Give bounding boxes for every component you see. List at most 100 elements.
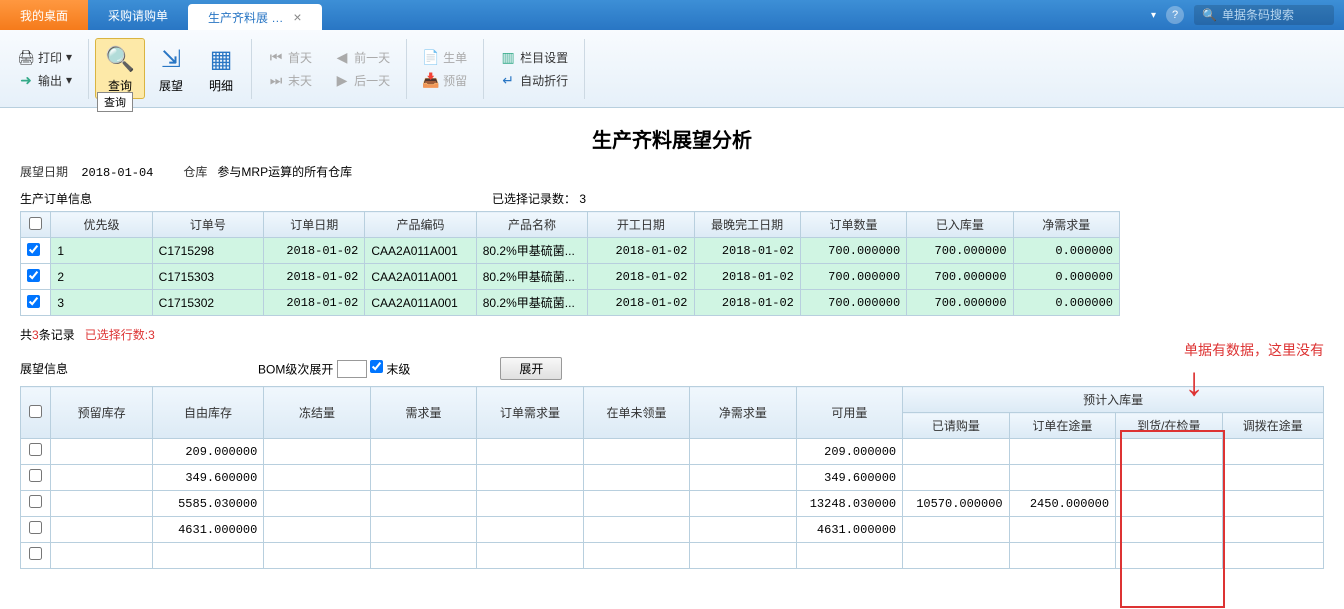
tab-desktop[interactable]: 我的桌面	[0, 0, 88, 30]
col-start[interactable]: 开工日期	[588, 212, 694, 238]
col-transit[interactable]: 订单在途量	[1009, 413, 1115, 439]
tab-purchase[interactable]: 采购请购单	[88, 0, 188, 30]
col-free[interactable]: 自由库存	[152, 387, 264, 439]
col-net[interactable]: 净需求量	[1013, 212, 1119, 238]
help-icon[interactable]: ?	[1166, 6, 1184, 24]
next-icon: ▶	[334, 72, 350, 88]
cell-frozen	[264, 439, 370, 465]
cell-end: 2018-01-02	[694, 264, 800, 290]
cell-demand	[370, 491, 476, 517]
cell-transit	[1009, 465, 1115, 491]
cell-unpicked	[583, 543, 689, 569]
col-orderdemand[interactable]: 订单需求量	[477, 387, 583, 439]
print-button[interactable]: 🖨打印 ▾	[14, 47, 76, 68]
dropdown-icon[interactable]: ▾	[1151, 10, 1156, 21]
table-row[interactable]: 3 C1715302 2018-01-02 CAA2A011A001 80.2%…	[21, 290, 1120, 316]
col-arrived[interactable]: 到货/在检量	[1116, 413, 1222, 439]
annotation-text: 单据有数据，这里没有	[1184, 340, 1324, 360]
cell-requested	[903, 517, 1009, 543]
row-checkbox[interactable]	[29, 547, 42, 560]
cell-unpicked	[583, 491, 689, 517]
cell-orderdemand	[477, 439, 583, 465]
cell-free: 349.600000	[152, 465, 264, 491]
cell-avail: 13248.030000	[796, 491, 902, 517]
cell-avail: 4631.000000	[796, 517, 902, 543]
firstday-button[interactable]: ⏮首天	[264, 47, 316, 68]
outlook-button[interactable]: ⇲ 展望	[147, 39, 195, 98]
cell-qty: 700.000000	[800, 290, 906, 316]
autowrap-button[interactable]: ↵自动折行	[496, 70, 572, 91]
col-frozen[interactable]: 冻结量	[264, 387, 370, 439]
t2-select-all[interactable]	[29, 405, 42, 418]
cell-in: 700.000000	[907, 264, 1013, 290]
cell-net: 0.000000	[1013, 290, 1119, 316]
row-checkbox[interactable]	[27, 269, 40, 282]
nextday-button[interactable]: ▶后一天	[330, 70, 394, 91]
top-right: ▾ ? 🔍	[1151, 0, 1334, 30]
detail-button[interactable]: ▦ 明细	[197, 39, 245, 98]
table-row[interactable]: 4631.000000 4631.000000	[21, 517, 1324, 543]
query-button[interactable]: 🔍 查询	[95, 38, 145, 99]
cell-frozen	[264, 491, 370, 517]
cell-arrived	[1116, 517, 1222, 543]
cell-netdemand	[690, 543, 796, 569]
cell-avail: 349.600000	[796, 465, 902, 491]
detail-icon: ▦	[205, 43, 237, 75]
table-row[interactable]: 209.000000 209.000000	[21, 439, 1324, 465]
col-qty[interactable]: 订单数量	[800, 212, 906, 238]
col-name[interactable]: 产品名称	[476, 212, 587, 238]
row-checkbox[interactable]	[29, 443, 42, 456]
cell-end: 2018-01-02	[694, 290, 800, 316]
col-expected-in[interactable]: 预计入库量	[903, 387, 1324, 413]
row-checkbox[interactable]	[29, 495, 42, 508]
col-orderno[interactable]: 订单号	[152, 212, 263, 238]
cell-orderdate: 2018-01-02	[264, 238, 365, 264]
col-transfer[interactable]: 调拨在途量	[1222, 413, 1323, 439]
output-button[interactable]: ➜输出 ▾	[14, 70, 76, 91]
warehouse-value: 参与MRP运算的所有仓库	[217, 165, 352, 179]
col-netdemand[interactable]: 净需求量	[690, 387, 796, 439]
cell-end: 2018-01-02	[694, 238, 800, 264]
colsetting-button[interactable]: ▥栏目设置	[496, 47, 572, 68]
cell-orderdate: 2018-01-02	[264, 264, 365, 290]
annotation-arrow-icon: ↓	[1184, 360, 1204, 405]
search-input[interactable]	[1222, 8, 1322, 22]
cell-priority: 1	[51, 238, 152, 264]
endday-button[interactable]: ⏭末天	[264, 70, 316, 91]
tab-production[interactable]: 生产齐料展 …	[188, 4, 322, 30]
cell-arrived	[1116, 491, 1222, 517]
col-orderdate[interactable]: 订单日期	[264, 212, 365, 238]
table-row[interactable]: 2 C1715303 2018-01-02 CAA2A011A001 80.2%…	[21, 264, 1120, 290]
col-requested[interactable]: 已请购量	[903, 413, 1009, 439]
col-code[interactable]: 产品编码	[365, 212, 476, 238]
table-row[interactable]	[21, 543, 1324, 569]
col-avail[interactable]: 可用量	[796, 387, 902, 439]
table-row[interactable]: 1 C1715298 2018-01-02 CAA2A011A001 80.2%…	[21, 238, 1120, 264]
cell-demand	[370, 543, 476, 569]
col-unpicked[interactable]: 在单未领量	[583, 387, 689, 439]
row-checkbox[interactable]	[29, 469, 42, 482]
cell-unpicked	[583, 517, 689, 543]
expand-button[interactable]: 展开	[500, 357, 562, 380]
col-demand[interactable]: 需求量	[370, 387, 476, 439]
cell-requested	[903, 439, 1009, 465]
row-checkbox[interactable]	[27, 295, 40, 308]
createorder-button[interactable]: 📄生单	[419, 47, 471, 68]
row-checkbox[interactable]	[29, 521, 42, 534]
reserve-button[interactable]: 📥预留	[419, 70, 471, 91]
cell-code: CAA2A011A001	[365, 290, 476, 316]
search-box[interactable]: 🔍	[1194, 5, 1334, 25]
col-in[interactable]: 已入库量	[907, 212, 1013, 238]
detail-table: 预留库存 自由库存 冻结量 需求量 订单需求量 在单未领量 净需求量 可用量 预…	[20, 386, 1324, 569]
bom-level-input[interactable]	[337, 360, 367, 378]
table-row[interactable]: 5585.030000 13248.030000 10570.000000 24…	[21, 491, 1324, 517]
col-reserved[interactable]: 预留库存	[51, 387, 152, 439]
last-level-checkbox[interactable]	[370, 360, 383, 373]
prevday-button[interactable]: ◀前一天	[330, 47, 394, 68]
select-all-checkbox[interactable]	[29, 217, 42, 230]
row-checkbox[interactable]	[27, 243, 40, 256]
col-priority[interactable]: 优先级	[51, 212, 152, 238]
col-end[interactable]: 最晚完工日期	[694, 212, 800, 238]
table-row[interactable]: 349.600000 349.600000	[21, 465, 1324, 491]
cell-in: 700.000000	[907, 290, 1013, 316]
